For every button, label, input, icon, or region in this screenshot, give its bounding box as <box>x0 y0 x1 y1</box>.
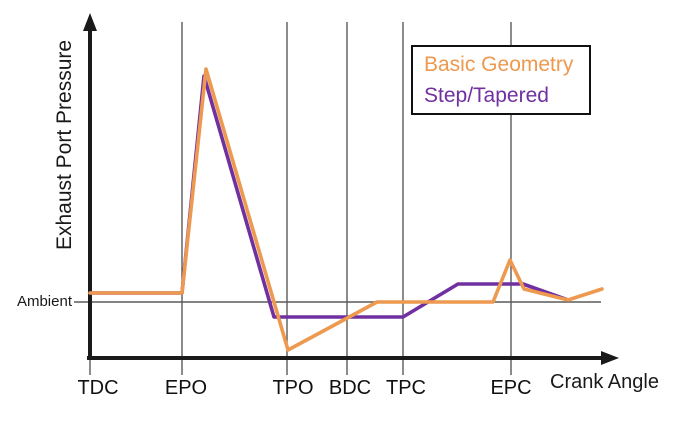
x-tick-label-tpc: TPC <box>386 377 426 399</box>
x-tick-label-epc: EPC <box>490 377 532 399</box>
y-axis-arrowhead <box>83 13 97 31</box>
legend-entry-step-tapered: Step/Tapered <box>424 84 549 107</box>
x-tick-label-epo: EPO <box>164 377 208 399</box>
series-line-basic-geometry <box>88 67 604 352</box>
y-axis-title: Exhaust Port Pressure <box>53 39 76 251</box>
x-tick-label-bdc: BDC <box>328 377 372 399</box>
legend-entry-basic-geometry: Basic Geometry <box>424 53 574 76</box>
ambient-reference-label: Ambient <box>16 293 72 310</box>
x-tick-label-tpo: TPO <box>272 377 314 399</box>
legend-box: Basic Geometry Step/Tapered <box>411 45 591 115</box>
x-axis-title: Crank Angle <box>550 371 659 393</box>
x-tick-label-tdc: TDC <box>77 377 119 399</box>
x-axis-arrowhead <box>601 351 619 365</box>
